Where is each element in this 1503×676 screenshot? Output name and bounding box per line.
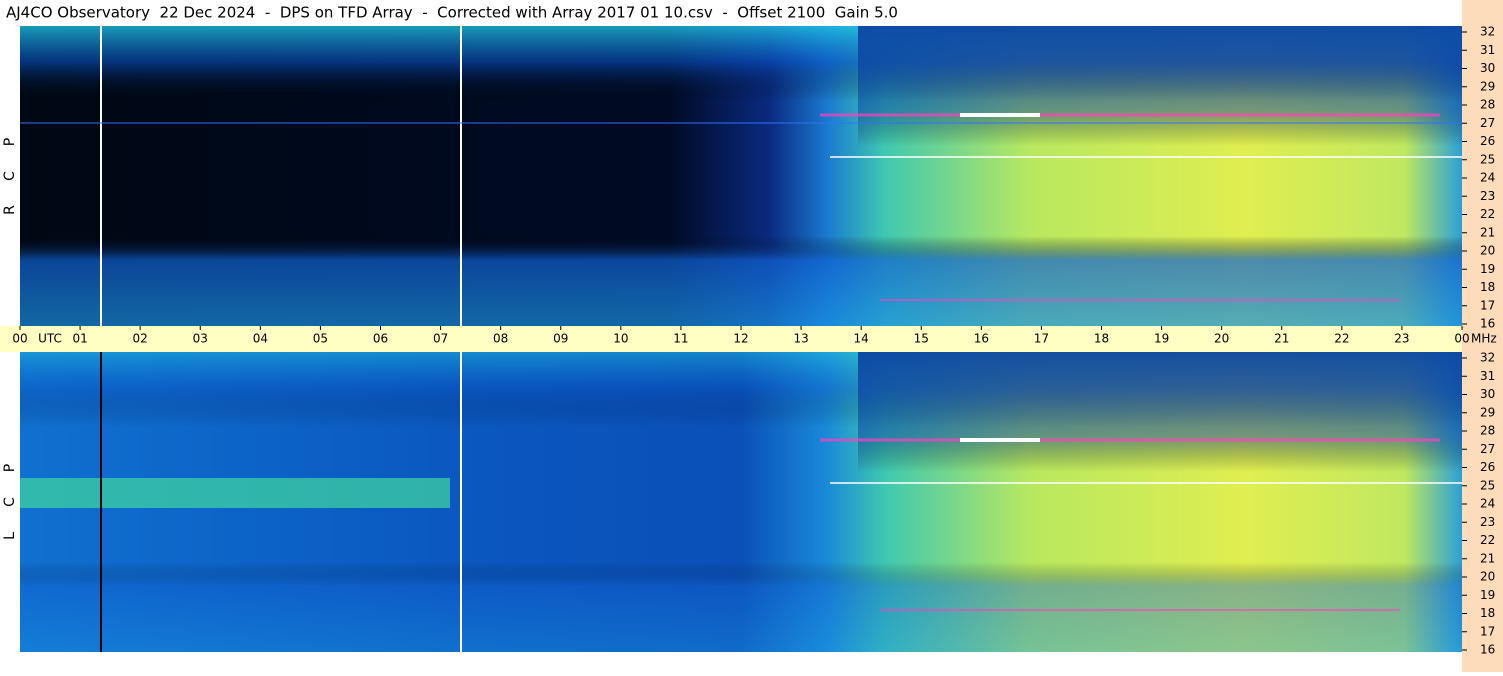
freq-label: 21	[1480, 225, 1495, 239]
freq-label: 31	[1480, 43, 1495, 57]
freq-label: 22	[1480, 207, 1495, 221]
hour-label: 14	[854, 332, 869, 346]
freq-label: 24	[1480, 171, 1495, 185]
hour-label: 21	[1274, 332, 1289, 346]
polarization-letter: L	[2, 532, 18, 540]
freq-label: 26	[1480, 134, 1495, 148]
polarization-letter: P	[2, 138, 18, 146]
hour-label: 08	[493, 332, 508, 346]
freq-label: 32	[1480, 25, 1495, 39]
title-bar	[0, 0, 1462, 26]
freq-label: 29	[1480, 79, 1495, 93]
freq-label: 22	[1480, 533, 1495, 547]
freq-label: 17	[1480, 624, 1495, 638]
freq-label: 29	[1480, 405, 1495, 419]
hour-label: 09	[553, 332, 568, 346]
hour-label: 13	[793, 332, 808, 346]
hour-label: 01	[72, 332, 87, 346]
freq-label: 19	[1480, 262, 1495, 276]
hour-label: 16	[974, 332, 989, 346]
hour-label: 12	[733, 332, 748, 346]
polarization-letter: R	[2, 205, 18, 215]
freq-label: 21	[1480, 551, 1495, 565]
polarization-letter: C	[2, 171, 18, 181]
features	[20, 26, 1462, 652]
hour-label: 17	[1034, 332, 1049, 346]
freq-label: 16	[1480, 317, 1495, 331]
hour-label: 05	[313, 332, 328, 346]
freq-label: 28	[1480, 424, 1495, 438]
polarization-letter: C	[2, 497, 18, 507]
hour-label: 04	[253, 332, 268, 346]
hour-label: 07	[433, 332, 448, 346]
hour-label: 18	[1094, 332, 1109, 346]
hour-label: 22	[1334, 332, 1349, 346]
freq-label: 23	[1480, 515, 1495, 529]
hour-label: 00	[1454, 332, 1469, 346]
hour-label: 00	[12, 332, 27, 346]
hour-label: 02	[133, 332, 148, 346]
freq-label: 25	[1480, 478, 1495, 492]
freq-label: 17	[1480, 298, 1495, 312]
freq-label: 18	[1480, 606, 1495, 620]
freq-label: 20	[1480, 570, 1495, 584]
freq-label: 24	[1480, 497, 1495, 511]
freq-unit: MHz	[1471, 332, 1497, 346]
rcp-top-shade	[858, 26, 1462, 326]
hour-label: 06	[373, 332, 388, 346]
freq-label: 25	[1480, 152, 1495, 166]
freq-label: 30	[1480, 61, 1495, 75]
freq-label: 27	[1480, 116, 1495, 130]
hour-label: 03	[193, 332, 208, 346]
hour-label: 10	[613, 332, 628, 346]
time-strip	[0, 326, 1462, 352]
utc-unit: UTC	[38, 332, 62, 346]
freq-label: 18	[1480, 280, 1495, 294]
title: AJ4CO Observatory 22 Dec 2024 - DPS on T…	[6, 4, 898, 22]
freq-label: 20	[1480, 244, 1495, 258]
freq-label: 30	[1480, 387, 1495, 401]
freq-label: 32	[1480, 351, 1495, 365]
hour-label: 23	[1394, 332, 1409, 346]
lcp-top-shade	[858, 352, 1462, 652]
freq-label: 23	[1480, 189, 1495, 203]
hour-label: 19	[1154, 332, 1169, 346]
polarization-letter: P	[2, 464, 18, 472]
freq-label: 31	[1480, 369, 1495, 383]
hour-label: 15	[914, 332, 929, 346]
hour-label: 20	[1214, 332, 1229, 346]
freq-label: 19	[1480, 588, 1495, 602]
freq-label: 28	[1480, 98, 1495, 112]
freq-label: 26	[1480, 460, 1495, 474]
hour-label: 11	[673, 332, 688, 346]
freq-label: 16	[1480, 643, 1495, 657]
freq-label: 27	[1480, 442, 1495, 456]
freq-strip	[1462, 0, 1503, 672]
